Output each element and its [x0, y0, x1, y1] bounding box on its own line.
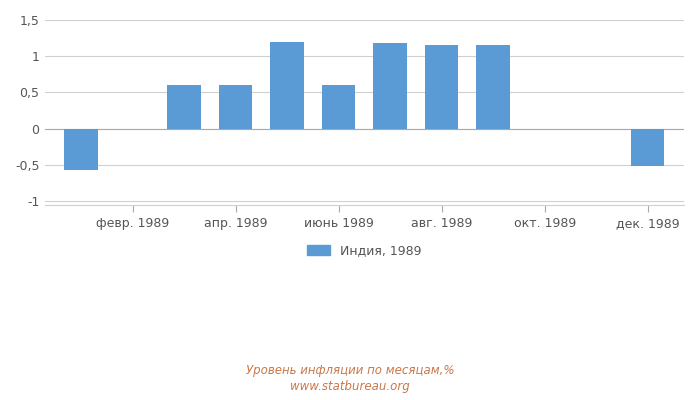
- Bar: [64, 129, 98, 170]
- Legend: Индия, 1989: Индия, 1989: [307, 244, 421, 258]
- Text: www.statbureau.org: www.statbureau.org: [290, 380, 410, 393]
- Bar: [167, 85, 201, 129]
- Text: Уровень инфляции по месяцам,%: Уровень инфляции по месяцам,%: [246, 364, 454, 377]
- Bar: [270, 42, 304, 129]
- Bar: [373, 43, 407, 129]
- Bar: [477, 45, 510, 129]
- Bar: [219, 85, 253, 129]
- Bar: [631, 129, 664, 166]
- Bar: [322, 85, 356, 129]
- Bar: [425, 45, 458, 129]
